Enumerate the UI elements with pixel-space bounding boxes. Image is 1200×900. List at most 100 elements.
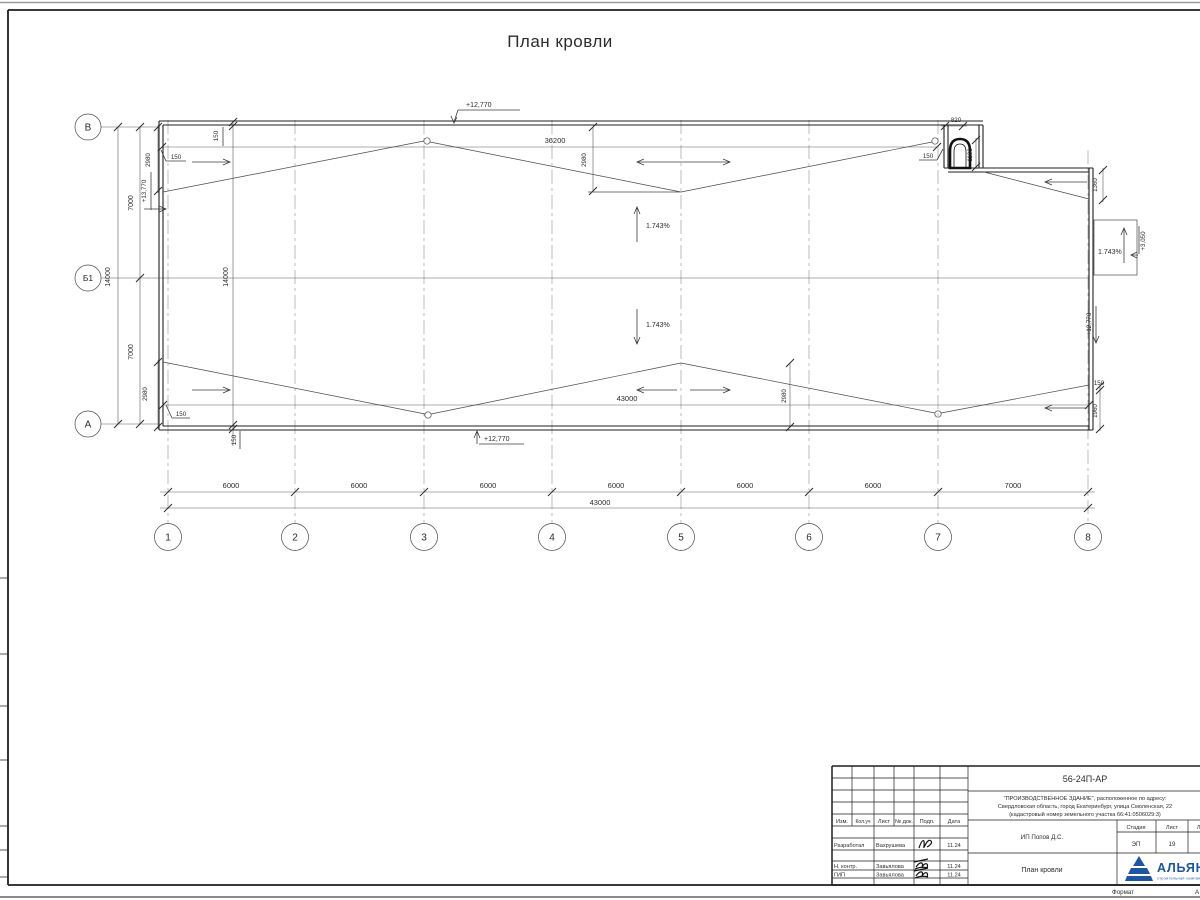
title-block-right-grid (968, 790, 1200, 885)
bottom-dim-lines (160, 363, 1095, 509)
dim-label: 6000 (608, 481, 625, 490)
drain-funnel (424, 411, 432, 419)
tb-project-line: (кадастровый номер земельного участка 66… (1009, 811, 1161, 818)
axis-label: 6 (806, 533, 812, 544)
drain-funnel (931, 137, 939, 145)
dim-label: 6000 (865, 481, 882, 490)
signature (913, 867, 929, 879)
dim-label: 2980 (145, 153, 152, 167)
axis-bubble (410, 523, 438, 551)
tb-stage-header: Листов (1197, 825, 1200, 831)
dim-label: 43000 (617, 394, 638, 403)
axis-bubble (74, 410, 102, 438)
tb-date: 11.24 (947, 873, 961, 879)
elevation-label: +12,770 (484, 436, 510, 443)
company-logo-icon (1125, 856, 1153, 881)
logo-triangle-base (1125, 876, 1153, 881)
dim-label: 7000 (128, 344, 135, 360)
page-title: План кровли (507, 32, 613, 51)
building-walls (158, 120, 1094, 431)
tb-col-header: Подп. (920, 819, 935, 825)
column-grid-lines (167, 120, 1089, 523)
dim-label: 14000 (105, 267, 112, 287)
dim-label: 150 (1094, 380, 1105, 387)
right-dim-lines (1099, 168, 1104, 431)
axis-label: 7 (935, 533, 941, 544)
axis-label: 1 (165, 533, 171, 544)
tb-col-header: Лист (878, 819, 891, 825)
dim-label: 14000 (223, 267, 230, 287)
axis-label: 2 (292, 533, 298, 544)
dim-label: 36200 (545, 136, 566, 145)
elevation-label: +13,770 (141, 179, 148, 202)
slope-arrows (192, 158, 1128, 412)
tb-role: ГИП (834, 873, 845, 879)
axis-bubble (667, 523, 695, 551)
tb-name: Вахрушева (876, 843, 906, 849)
axis-label: 4 (549, 533, 555, 544)
drain-funnel (423, 137, 431, 145)
row-axis-lines (101, 126, 1089, 425)
slope-label: 1.743% (1098, 249, 1122, 256)
axis-bubble (795, 523, 823, 551)
axis-bubble (924, 523, 952, 551)
dim-label: 2980 (142, 387, 149, 401)
tb-project-line: "ПРОИЗВОДСТВЕННОЕ ЗДАНИЕ", расположенное… (1004, 796, 1167, 802)
left-margin-cells (0, 577, 8, 878)
dim-label: 1100 (967, 148, 974, 162)
signature (918, 839, 933, 849)
dim-label: 150 (176, 411, 187, 418)
tb-stage-value: ЭП (1132, 841, 1141, 848)
dim-label: 150 (231, 434, 238, 445)
left-dim-lines (117, 121, 234, 446)
dim-label: 6000 (480, 481, 497, 490)
dim-label: 150 (213, 130, 220, 141)
tb-date: 11.24 (947, 843, 961, 849)
tb-col-header: Кол.уч (856, 819, 871, 825)
title-block-rows (832, 777, 968, 879)
dim-label: 6000 (737, 481, 754, 490)
signature (913, 858, 929, 870)
tb-role: Разработал (834, 843, 864, 849)
tb-role: Н. контр. (834, 864, 858, 870)
elevation-label: +3,050 (1140, 231, 1147, 251)
format-value: А (1195, 889, 1200, 896)
dim-label: 43000 (590, 498, 611, 507)
dim-label: 7000 (128, 195, 135, 211)
logo-name: АЛЬЯНС (1157, 861, 1200, 875)
slope-label: 1.743% (646, 322, 670, 329)
axis-label: Б1 (83, 273, 94, 283)
tb-col-header: Дата (948, 819, 961, 825)
dim-tick-marks (113, 117, 1108, 513)
logo-triangle-mid (1128, 868, 1150, 874)
axis-bubble (538, 523, 566, 551)
logo-tagline: строительная компания (1157, 877, 1200, 881)
top-dim-lines (162, 125, 977, 192)
axis-bubble (1074, 523, 1102, 551)
format-label: Формат (1112, 889, 1134, 896)
sheet-frame (7, 9, 1200, 886)
axis-label: А (85, 420, 92, 431)
dim-label: 150 (171, 154, 182, 161)
roof-hatch-inner (953, 143, 967, 168)
axis-label: В (85, 123, 92, 134)
tb-stage-header: Стадия (1126, 825, 1145, 831)
dim-label: 6000 (223, 481, 240, 490)
tb-stage-header: Лист (1166, 825, 1179, 831)
axis-bubble (74, 264, 102, 292)
tb-date: 11.24 (947, 864, 961, 870)
axis-label: 5 (678, 533, 684, 544)
tb-col-header: № док. (895, 819, 913, 825)
axis-bubble (154, 523, 182, 551)
dim-label: 820 (951, 117, 962, 124)
tb-drawing-title: План кровли (1021, 867, 1062, 874)
logo-triangle-top (1133, 856, 1145, 866)
canopy-outline (1093, 219, 1138, 276)
axis-label: 3 (421, 533, 427, 544)
axis-bubble (74, 113, 102, 141)
tb-stage-value: 19 (1169, 841, 1176, 848)
tb-name: Завьялова (876, 864, 905, 870)
slope-label: 1.743% (646, 223, 670, 230)
